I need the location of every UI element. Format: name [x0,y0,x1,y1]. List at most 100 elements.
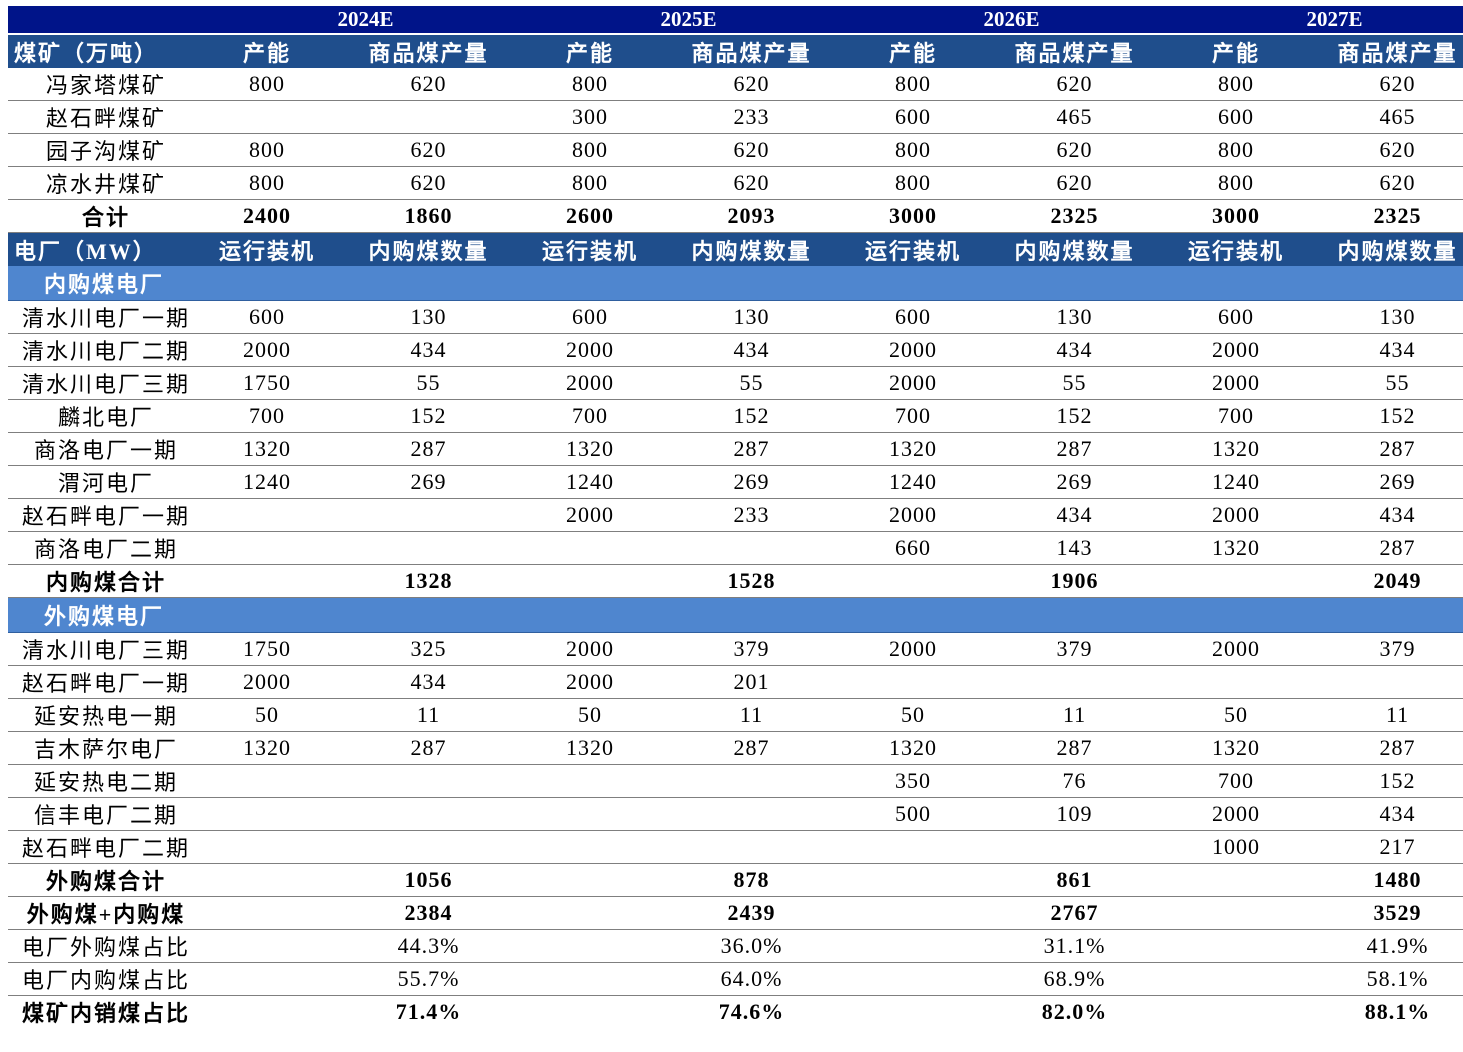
value-cell: 878 [653,863,851,897]
header-label: 电厂（MW） [8,232,204,266]
value-cell [204,498,330,532]
value-cell: 620 [330,166,528,200]
value-cell: 1056 [330,863,528,897]
value-cell: 1320 [1173,531,1300,565]
year-header: 2024E [204,6,528,35]
value-cell: 55 [653,366,851,400]
value-cell: 50 [527,698,654,732]
year-header: 2026E [850,6,1174,35]
value-cell: 379 [653,632,851,666]
coal-power-table: 2024E 2025E 2026E 2027E 煤矿（万吨） 产能 商品煤产量 产能 商品煤产量… [8,6,1463,1028]
value-cell: 800 [850,133,977,167]
value-cell: 2325 [976,199,1174,233]
value-cell: 800 [850,68,977,101]
value-cell [527,863,654,897]
value-cell: 1240 [204,465,330,499]
value-cell: 64.0% [653,962,851,996]
value-cell: 620 [976,166,1174,200]
value-cell [527,564,654,598]
value-cell: 800 [527,68,654,101]
value-cell: 620 [1299,68,1463,101]
value-cell: 71.4% [395,999,462,1024]
value-cell: 379 [976,632,1174,666]
value-cell: 1906 [976,564,1174,598]
value-cell: 434 [1299,498,1463,532]
header-col-b: 商品煤产量 [653,34,851,68]
value-cell: 700 [1173,764,1300,798]
row-label: 外购煤+内购煤 [8,896,204,930]
value-cell [527,962,654,996]
value-cell [527,996,653,1029]
row-label: 麟北电厂 [8,399,204,433]
header-col-b: 内购煤数量 [330,232,528,266]
value-cell: 11 [330,698,528,732]
value-cell [1173,896,1300,930]
section-title: 内购煤电厂 [8,266,1463,301]
value-cell: 1000 [1173,830,1300,864]
value-cell: 2000 [850,632,977,666]
value-cell: 620 [976,68,1174,101]
value-cell: 800 [1173,133,1300,167]
value-cell: 287 [653,432,851,466]
value-cell: 55.7% [330,962,528,996]
value-cell: 2600 [527,199,654,233]
header-col-b: 内购煤数量 [653,232,851,266]
mine-header-row: 煤矿（万吨） 产能 商品煤产量 产能 商品煤产量 产能 商品煤产量 产能 商品煤产量 [8,34,1463,68]
value-cell: 152 [653,399,851,433]
table-row: 清水川电厂三期 1750 55 2000 55 2000 55 2000 55 [8,366,1463,400]
section-internal-plants: 内购煤电厂 [8,266,1463,301]
table-row: 赵石畔煤矿 300 233 600 465 600 465 [8,100,1463,134]
value-cell: 800 [204,133,330,167]
table-row: 信丰电厂二期 500 109 2000 434 [8,797,1463,831]
header-col-b: 内购煤数量 [1299,232,1463,266]
value-cell: 143 [976,531,1174,565]
value-cell: 350 [850,764,977,798]
value-cell: 1480 [1299,863,1463,897]
table-body: 2024E 2025E 2026E 2027E 煤矿（万吨） 产能 商品煤产量 产能 商品煤产量… [8,6,1463,1028]
value-cell: 233 [653,100,851,134]
value-cell: 217 [1299,830,1463,864]
row-label: 赵石畔电厂一期 [8,498,204,532]
row-label: 延安热电二期 [8,764,204,798]
value-cell: 434 [1299,797,1463,831]
value-cell [850,929,977,963]
value-cell: 3529 [1299,896,1463,930]
value-cell: 2000 [850,366,977,400]
value-cell: 465 [1299,100,1463,134]
value-cell [330,100,528,134]
value-cell: 287 [1299,731,1463,765]
header-label: 煤矿（万吨） [8,34,204,68]
value-cell: 800 [1173,166,1300,200]
value-cell: 287 [330,432,528,466]
value-cell: 620 [330,133,528,167]
value-cell: 233 [653,498,851,532]
value-cell [527,929,654,963]
value-cell: 269 [976,465,1174,499]
value-cell: 36.0% [653,929,851,963]
row-label: 园子沟煤矿 [8,133,204,167]
value-cell: 434 [1299,333,1463,367]
value-cell: 300 [527,100,654,134]
value-cell [1173,962,1300,996]
value-cell [204,863,330,897]
value-cell: 600 [527,300,654,334]
table-row: 清水川电厂三期 1750 325 2000 379 2000 379 2000 379 [8,632,1463,666]
row-label: 清水川电厂二期 [8,333,204,367]
summary-row: 电厂外购煤占比 44.3% 36.0% 31.1% 41.9% [8,929,1463,963]
row-label: 合计 [8,199,204,233]
value-cell: 55 [976,366,1174,400]
value-cell [976,665,1174,699]
value-cell: 269 [653,465,851,499]
table-row: 清水川电厂一期 600 130 600 130 600 130 600 130 [8,300,1463,334]
value-cell [527,764,654,798]
value-cell: 1860 [330,199,528,233]
header-col-a: 产能 [527,34,654,68]
value-cell: 800 [527,166,654,200]
value-cell: 152 [976,399,1174,433]
value-cell: 1750 [204,632,330,666]
row-label: 内购煤合计 [8,564,204,598]
value-cell: 2400 [204,199,330,233]
value-cell: 800 [850,166,977,200]
value-cell: 287 [976,731,1174,765]
value-cell: 600 [1173,100,1300,134]
